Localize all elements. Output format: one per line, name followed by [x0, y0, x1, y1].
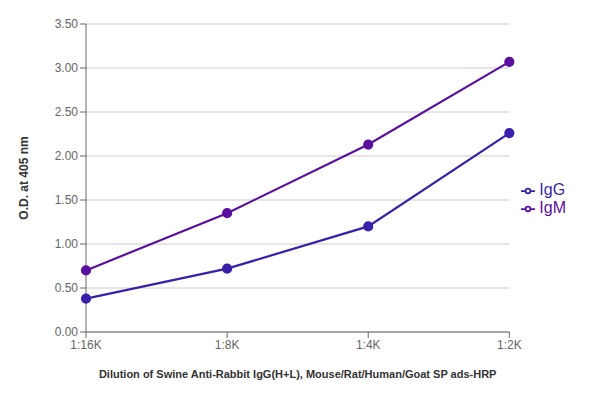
svg-text:Dilution of Swine Anti-Rabbit: Dilution of Swine Anti-Rabbit IgG(H+L), …: [99, 368, 497, 380]
svg-text:1:4K: 1:4K: [356, 338, 381, 352]
html-text:IgG: IgG: [539, 181, 566, 198]
svg-text:2.50: 2.50: [55, 105, 79, 119]
svg-text:2.00: 2.00: [55, 149, 79, 163]
svg-text:1:16K: 1:16K: [70, 338, 101, 352]
svg-text:1.50: 1.50: [55, 193, 79, 207]
svg-text:3.00: 3.00: [55, 61, 79, 75]
svg-text:3.50: 3.50: [55, 17, 79, 31]
svg-text:1:8K: 1:8K: [215, 338, 240, 352]
html-text:IgM: IgM: [539, 199, 566, 216]
svg-text:1:2K: 1:2K: [497, 338, 522, 352]
svg-text:O.D. at 405 nm: O.D. at 405 nm: [17, 136, 31, 219]
svg-text:1.00: 1.00: [55, 237, 79, 251]
svg-text:0.50: 0.50: [55, 281, 79, 295]
svg-text:0.00: 0.00: [55, 325, 79, 339]
